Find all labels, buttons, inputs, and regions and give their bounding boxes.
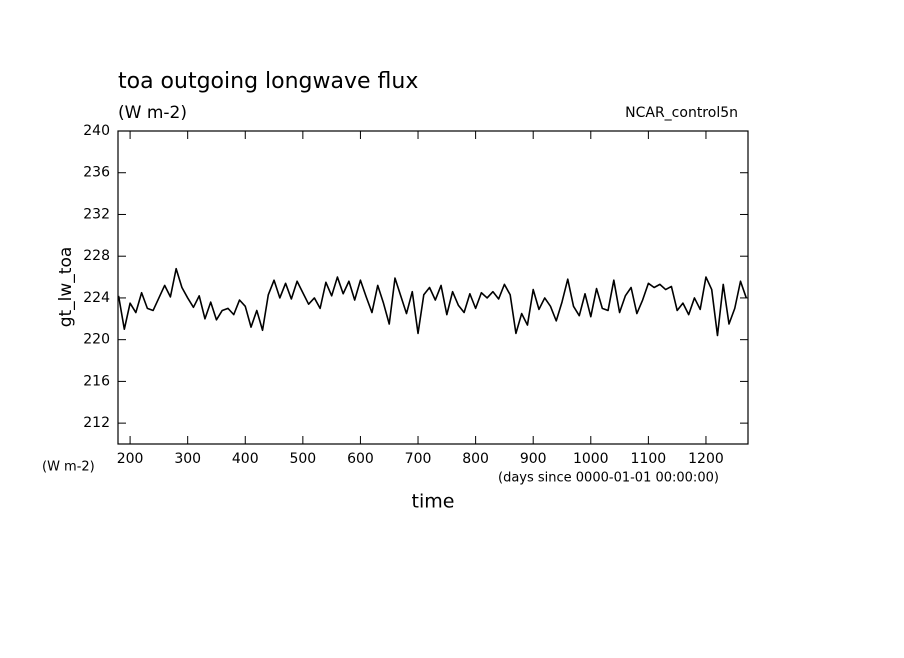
x-tick-label: 500 xyxy=(289,451,316,467)
y-tick-label: 212 xyxy=(83,415,110,431)
x-tick-label: 1100 xyxy=(631,451,667,467)
y-axis-label: gt_lw_toa xyxy=(56,247,76,328)
data-line xyxy=(117,267,748,337)
y-tick-label: 232 xyxy=(83,206,110,222)
x-tick-label: 600 xyxy=(347,451,374,467)
x-tick-label: 700 xyxy=(405,451,432,467)
x-tick-label: 800 xyxy=(462,451,489,467)
x-tick-label: 200 xyxy=(117,451,144,467)
dataset-label: NCAR_control5n xyxy=(625,105,738,121)
y-tick-label: 224 xyxy=(83,290,110,306)
x-units: (days since 0000-01-01 00:00:00) xyxy=(498,471,719,486)
x-tick-label: 900 xyxy=(520,451,547,467)
y-tick-label: 220 xyxy=(83,332,110,348)
y-tick-label: 240 xyxy=(83,123,110,139)
y-tick-label: 236 xyxy=(83,165,110,181)
x-tick-label: 400 xyxy=(232,451,259,467)
x-tick-label: 300 xyxy=(174,451,201,467)
x-axis-label: time xyxy=(412,491,455,513)
x-tick-label: 1000 xyxy=(573,451,609,467)
chart-title: toa outgoing longwave flux xyxy=(118,69,418,94)
x-tick-label: 1200 xyxy=(688,451,724,467)
y-units: (W m-2) xyxy=(42,460,95,475)
plot-frame xyxy=(117,130,749,445)
y-tick-label: 216 xyxy=(83,373,110,389)
y-tick-label: 228 xyxy=(83,248,110,264)
chart-subtitle: (W m-2) xyxy=(118,103,187,123)
